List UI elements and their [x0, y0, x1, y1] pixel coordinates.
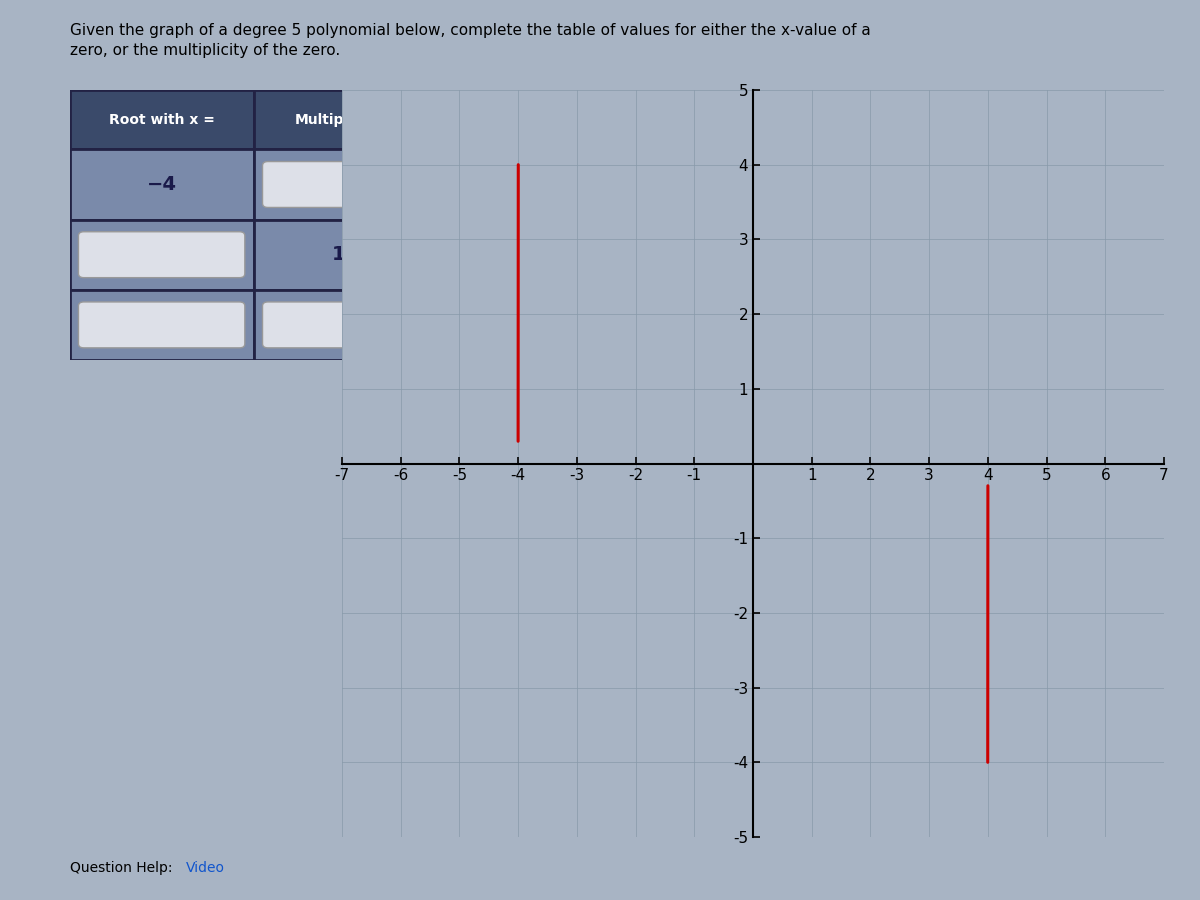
Bar — [253, 220, 424, 290]
Text: Root with x =: Root with x = — [109, 112, 215, 127]
FancyBboxPatch shape — [78, 302, 245, 348]
Text: Question Help:: Question Help: — [70, 860, 172, 875]
Text: zero, or the multiplicity of the zero.: zero, or the multiplicity of the zero. — [70, 43, 340, 58]
Bar — [70, 220, 253, 290]
Bar — [70, 90, 253, 149]
Bar — [253, 149, 424, 220]
Bar — [253, 90, 424, 149]
Bar — [70, 149, 253, 220]
Text: −4: −4 — [146, 175, 176, 194]
Text: Given the graph of a degree 5 polynomial below, complete the table of values for: Given the graph of a degree 5 polynomial… — [70, 22, 870, 38]
Text: Multiplicity: Multiplicity — [295, 112, 383, 127]
FancyBboxPatch shape — [263, 162, 415, 208]
Bar — [253, 290, 424, 360]
FancyBboxPatch shape — [78, 231, 245, 278]
Text: Video: Video — [186, 860, 226, 875]
Text: 1: 1 — [332, 245, 346, 265]
FancyBboxPatch shape — [263, 302, 415, 348]
Bar — [70, 290, 253, 360]
